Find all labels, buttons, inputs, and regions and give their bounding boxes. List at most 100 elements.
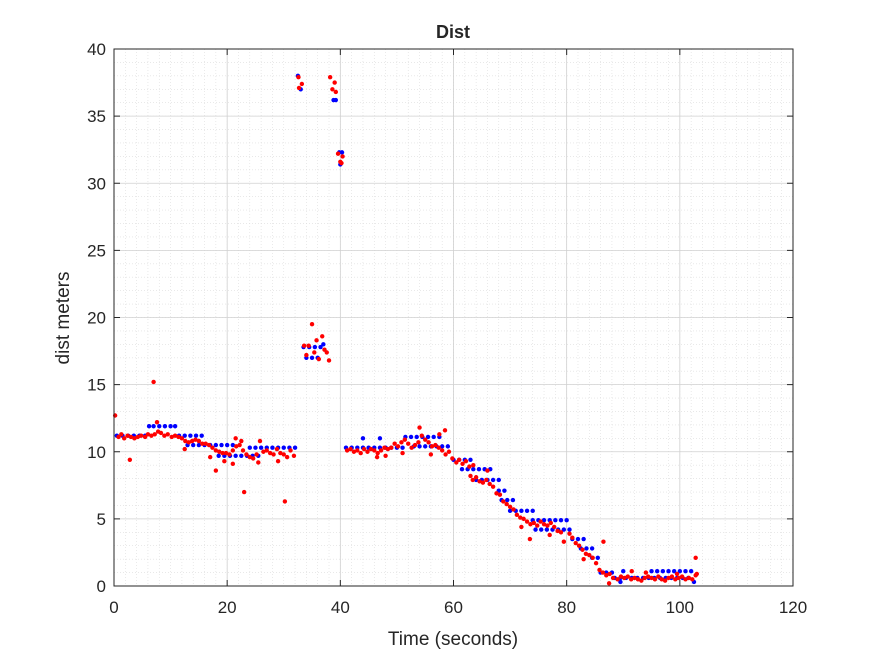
data-point xyxy=(127,457,133,463)
data-point xyxy=(240,448,246,453)
data-point xyxy=(199,433,204,438)
data-point xyxy=(467,464,472,469)
data-point xyxy=(151,424,156,429)
data-point xyxy=(519,508,524,514)
data-point xyxy=(505,497,510,503)
data-point xyxy=(558,530,564,535)
data-point xyxy=(431,434,436,440)
data-point xyxy=(502,488,507,493)
data-point xyxy=(284,454,290,460)
data-point xyxy=(223,450,229,456)
data-point xyxy=(326,358,332,363)
data-point xyxy=(463,458,469,464)
data-point xyxy=(351,449,357,454)
data-point xyxy=(511,507,516,512)
data-point xyxy=(267,450,273,456)
data-point xyxy=(615,577,620,582)
data-point xyxy=(530,508,535,514)
data-point xyxy=(230,461,236,467)
data-point xyxy=(567,531,572,536)
data-point xyxy=(674,571,680,577)
data-point xyxy=(688,569,694,574)
data-point xyxy=(426,440,431,445)
data-point xyxy=(575,536,581,542)
data-point xyxy=(581,536,586,542)
data-point xyxy=(188,433,193,438)
data-point xyxy=(182,433,187,438)
data-point xyxy=(539,527,544,532)
data-point xyxy=(606,581,612,586)
series-2 xyxy=(112,74,700,586)
data-point xyxy=(400,450,405,456)
data-point xyxy=(254,452,259,457)
data-point xyxy=(256,460,261,465)
data-point xyxy=(213,468,219,473)
data-point xyxy=(450,456,455,461)
data-point xyxy=(476,467,482,472)
data-point xyxy=(138,433,144,438)
data-point xyxy=(339,160,344,166)
data-point xyxy=(314,338,319,343)
data-point xyxy=(428,452,434,457)
x-tick-label: 60 xyxy=(444,598,463,617)
data-point xyxy=(330,87,335,92)
data-point xyxy=(230,448,236,453)
data-point xyxy=(533,527,538,532)
data-point xyxy=(659,577,664,582)
data-point xyxy=(348,446,353,452)
data-point xyxy=(217,449,222,454)
data-point xyxy=(116,434,121,440)
y-tick-label: 5 xyxy=(97,510,106,529)
data-point xyxy=(312,350,317,355)
data-point xyxy=(487,481,492,487)
data-point xyxy=(182,446,187,452)
data-point xyxy=(484,477,489,483)
data-point xyxy=(485,468,490,473)
data-point xyxy=(669,574,675,579)
data-point xyxy=(355,448,360,453)
data-point xyxy=(172,433,178,438)
data-point xyxy=(375,450,380,456)
data-point xyxy=(460,461,465,467)
data-point xyxy=(442,428,448,433)
data-point xyxy=(210,445,215,450)
data-point xyxy=(224,442,230,448)
data-point xyxy=(335,151,341,156)
data-point xyxy=(281,445,286,450)
data-point xyxy=(595,555,600,561)
data-point xyxy=(494,491,499,496)
data-point xyxy=(152,432,157,437)
data-point xyxy=(333,97,339,103)
data-point xyxy=(628,577,634,582)
data-point xyxy=(128,434,134,440)
data-point xyxy=(635,577,641,582)
data-point xyxy=(237,442,242,448)
data-point xyxy=(132,436,137,441)
data-point xyxy=(183,438,188,444)
data-point xyxy=(247,445,252,450)
data-point xyxy=(570,535,575,540)
data-point xyxy=(275,458,281,464)
data-point xyxy=(629,569,634,574)
data-point xyxy=(567,527,572,532)
data-point xyxy=(589,546,595,551)
data-point xyxy=(154,420,160,425)
data-point xyxy=(189,438,195,444)
data-point xyxy=(564,518,569,523)
data-point xyxy=(296,85,302,91)
data-point xyxy=(652,577,658,582)
data-point xyxy=(392,441,397,446)
data-point xyxy=(340,154,345,159)
data-point xyxy=(607,571,612,577)
data-point xyxy=(365,449,370,454)
y-tick-label: 10 xyxy=(87,443,106,462)
data-point xyxy=(399,440,404,445)
data-point xyxy=(642,575,647,581)
data-point xyxy=(274,446,280,452)
data-point xyxy=(253,445,258,450)
x-axis-ticks: 0 20 40 60 80 100 120 xyxy=(109,49,807,617)
data-point xyxy=(125,433,130,438)
data-point xyxy=(518,515,523,520)
data-point xyxy=(372,448,377,453)
